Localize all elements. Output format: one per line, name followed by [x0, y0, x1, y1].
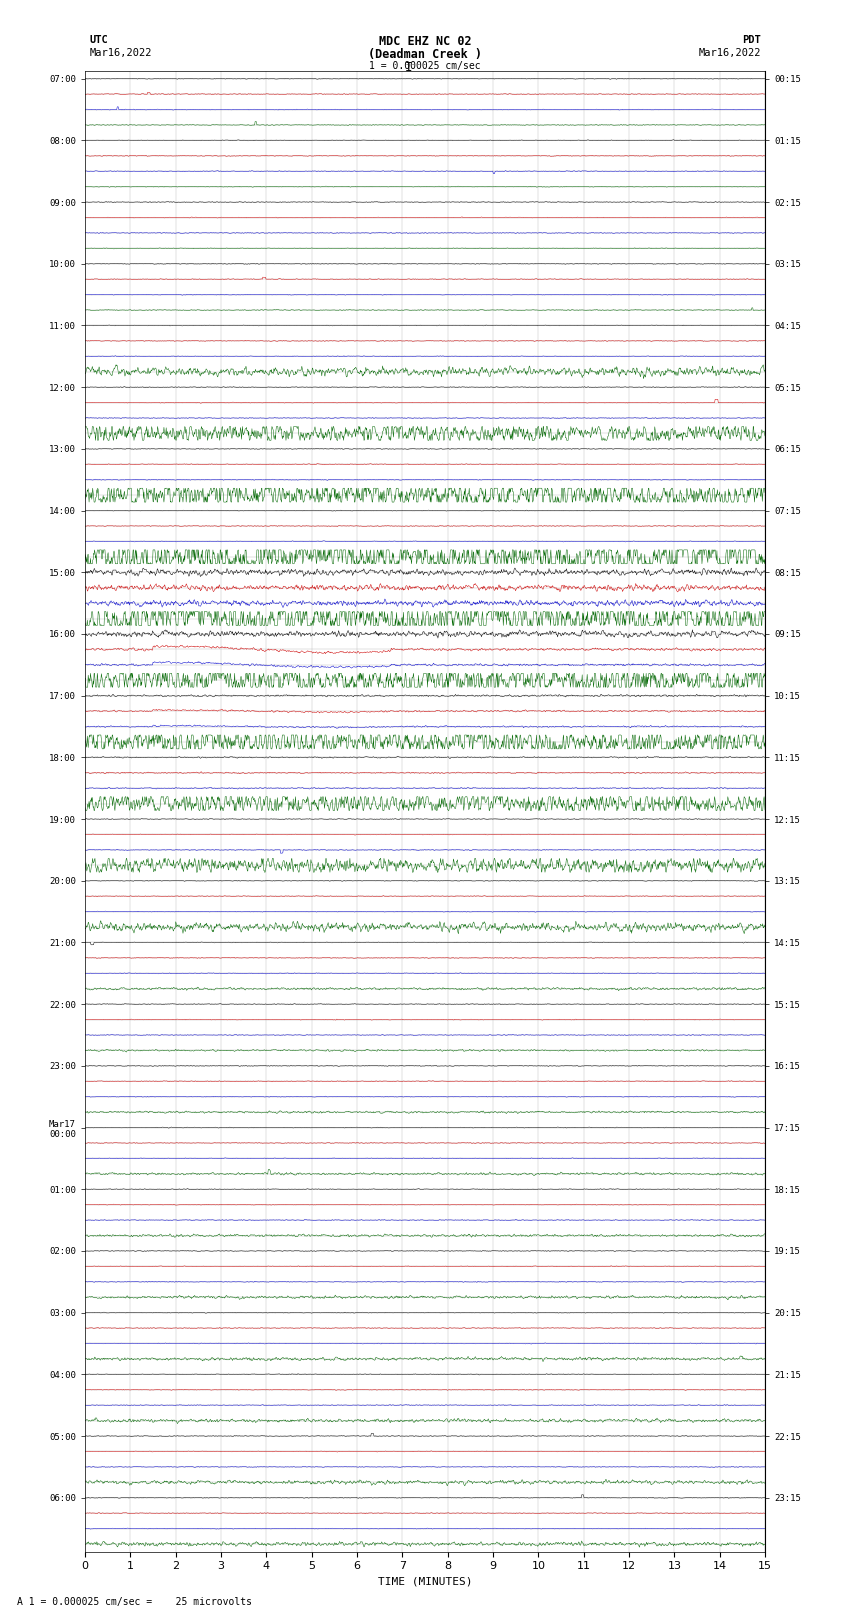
Text: Mar16,2022: Mar16,2022 [89, 48, 152, 58]
Text: Mar16,2022: Mar16,2022 [698, 48, 761, 58]
Text: I: I [405, 61, 411, 74]
Text: MDC EHZ NC 02: MDC EHZ NC 02 [379, 35, 471, 48]
Text: A 1 = 0.000025 cm/sec =    25 microvolts: A 1 = 0.000025 cm/sec = 25 microvolts [17, 1597, 252, 1607]
Text: 1 = 0.000025 cm/sec: 1 = 0.000025 cm/sec [369, 61, 481, 71]
Text: UTC: UTC [89, 35, 108, 45]
X-axis label: TIME (MINUTES): TIME (MINUTES) [377, 1578, 473, 1587]
Text: (Deadman Creek ): (Deadman Creek ) [368, 48, 482, 61]
Text: PDT: PDT [742, 35, 761, 45]
